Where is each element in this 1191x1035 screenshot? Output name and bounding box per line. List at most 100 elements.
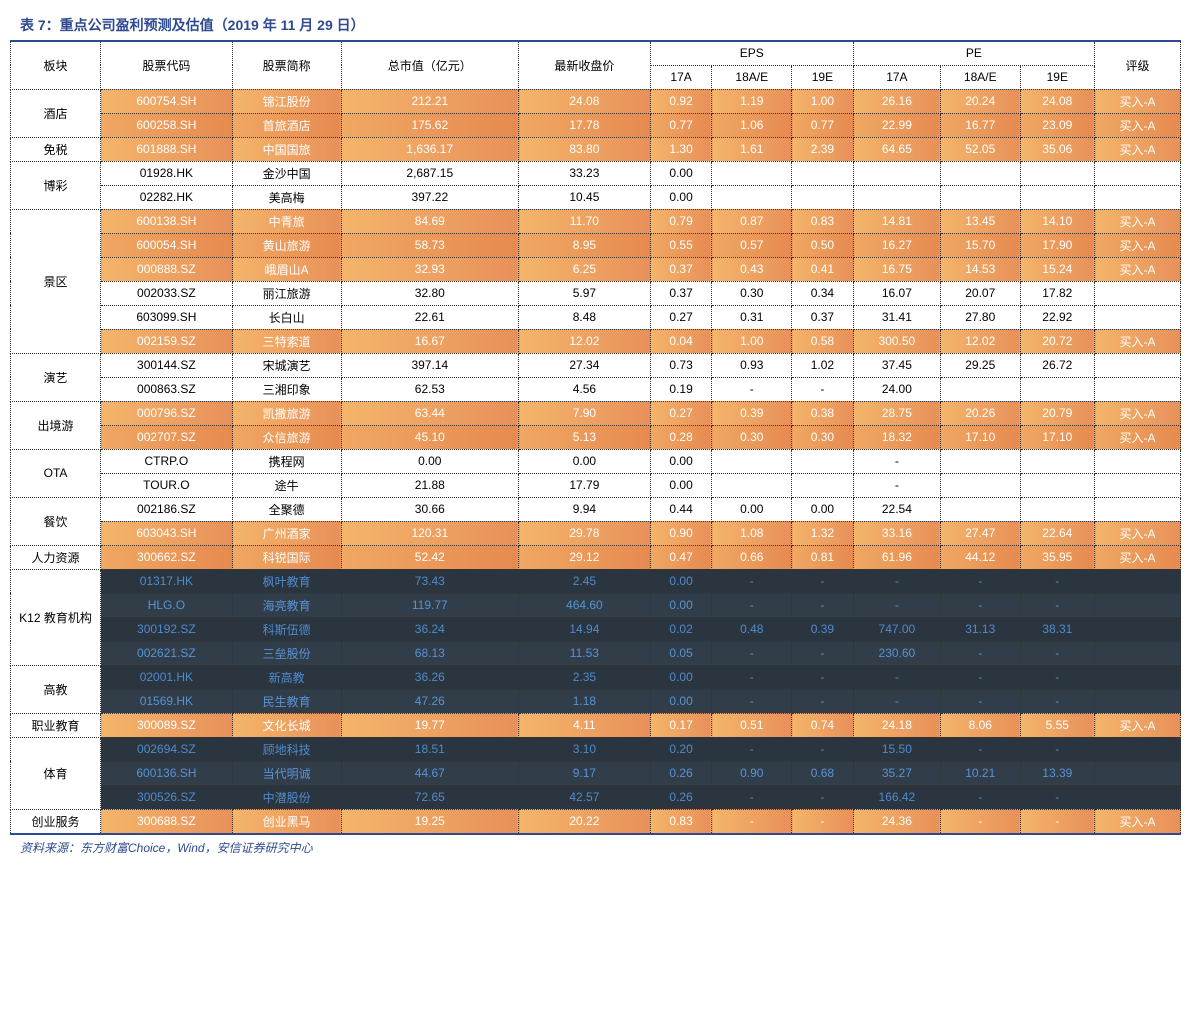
cell-mktcap: 19.77 [341,713,518,737]
cell-eps17: 0.37 [650,281,712,305]
table-row: 餐饮002186.SZ全聚德30.669.940.440.000.0022.54 [11,497,1181,521]
cell-pe18: 20.07 [940,281,1020,305]
cell-name: 三特索道 [232,329,341,353]
cell-eps19: - [792,641,854,665]
cell-close: 7.90 [519,401,651,425]
cell-close: 17.79 [519,473,651,497]
cell-pe18: 20.26 [940,401,1020,425]
cell-pe18: 29.25 [940,353,1020,377]
table-row: 01569.HK民生教育47.261.180.00----- [11,689,1181,713]
cell-rating: 买入-A [1095,329,1181,353]
cell-pe18 [940,473,1020,497]
cell-name: 民生教育 [232,689,341,713]
cell-code: 601888.SH [101,137,233,161]
cell-pe18: 14.53 [940,257,1020,281]
cell-pe19: 15.24 [1020,257,1094,281]
cell-pe18: - [940,737,1020,761]
table-body: 酒店600754.SH锦江股份212.2124.080.921.191.0026… [11,89,1181,834]
cell-mktcap: 22.61 [341,305,518,329]
cell-pe17: 24.00 [853,377,940,401]
cell-pe17: 22.54 [853,497,940,521]
cell-rating [1095,761,1181,785]
table-row: 景区600138.SH中青旅84.6911.700.790.870.8314.8… [11,209,1181,233]
cell-pe17: 14.81 [853,209,940,233]
cell-eps18: - [712,569,792,593]
sector-cell: 酒店 [11,89,101,137]
th-eps18: 18A/E [712,65,792,89]
cell-mktcap: 63.44 [341,401,518,425]
cell-code: 01569.HK [101,689,233,713]
valuation-table: 板块 股票代码 股票简称 总市值（亿元） 最新收盘价 EPS PE 评级 17A… [10,40,1181,835]
cell-code: 02282.HK [101,185,233,209]
th-pe19: 19E [1020,65,1094,89]
sector-cell: 景区 [11,209,101,353]
cell-eps17: 0.55 [650,233,712,257]
cell-rating [1095,497,1181,521]
cell-pe17: 28.75 [853,401,940,425]
th-rating: 评级 [1095,41,1181,89]
cell-eps19 [792,185,854,209]
cell-rating [1095,449,1181,473]
cell-eps19: 0.38 [792,401,854,425]
cell-pe19 [1020,449,1094,473]
cell-name: 文化长城 [232,713,341,737]
cell-eps17: 0.77 [650,113,712,137]
cell-eps19: - [792,377,854,401]
cell-close: 33.23 [519,161,651,185]
cell-code: 603099.SH [101,305,233,329]
cell-pe19: 22.64 [1020,521,1094,545]
cell-mktcap: 18.51 [341,737,518,761]
cell-rating [1095,305,1181,329]
cell-rating [1095,689,1181,713]
cell-eps18: 1.06 [712,113,792,137]
cell-code: 002694.SZ [101,737,233,761]
cell-pe18 [940,161,1020,185]
cell-code: 600754.SH [101,89,233,113]
cell-pe17: 166.42 [853,785,940,809]
cell-rating: 买入-A [1095,257,1181,281]
cell-pe17: 33.16 [853,521,940,545]
cell-eps18: 0.48 [712,617,792,641]
cell-name: 创业黑马 [232,809,341,834]
cell-rating [1095,665,1181,689]
cell-pe18: 27.47 [940,521,1020,545]
cell-rating [1095,737,1181,761]
cell-pe18: 52.05 [940,137,1020,161]
cell-eps19: - [792,689,854,713]
cell-pe19: - [1020,641,1094,665]
cell-pe18: 44.12 [940,545,1020,569]
cell-eps18: 1.00 [712,329,792,353]
cell-pe17: - [853,569,940,593]
cell-close: 42.57 [519,785,651,809]
cell-close: 10.45 [519,185,651,209]
table-row: 人力资源300662.SZ科锐国际52.4229.120.470.660.816… [11,545,1181,569]
cell-eps18: 0.51 [712,713,792,737]
cell-pe19 [1020,185,1094,209]
cell-eps17: 0.26 [650,761,712,785]
cell-code: 000888.SZ [101,257,233,281]
cell-pe18: - [940,569,1020,593]
cell-pe17: 230.60 [853,641,940,665]
cell-name: 众信旅游 [232,425,341,449]
cell-pe19: 38.31 [1020,617,1094,641]
cell-mktcap: 84.69 [341,209,518,233]
cell-pe17: 24.18 [853,713,940,737]
cell-eps19: 0.41 [792,257,854,281]
cell-name: 携程网 [232,449,341,473]
cell-pe18: 15.70 [940,233,1020,257]
cell-code: 000796.SZ [101,401,233,425]
cell-pe17: 64.65 [853,137,940,161]
cell-name: 科斯伍德 [232,617,341,641]
cell-pe19: 35.95 [1020,545,1094,569]
cell-name: 美高梅 [232,185,341,209]
cell-mktcap: 32.80 [341,281,518,305]
cell-rating [1095,785,1181,809]
cell-name: 峨眉山A [232,257,341,281]
cell-name: 三垒股份 [232,641,341,665]
cell-code: 02001.HK [101,665,233,689]
table-row: 002707.SZ众信旅游45.105.130.280.300.3018.321… [11,425,1181,449]
cell-close: 1.18 [519,689,651,713]
cell-eps19: 0.58 [792,329,854,353]
cell-name: 三湘印象 [232,377,341,401]
cell-eps19: - [792,809,854,834]
